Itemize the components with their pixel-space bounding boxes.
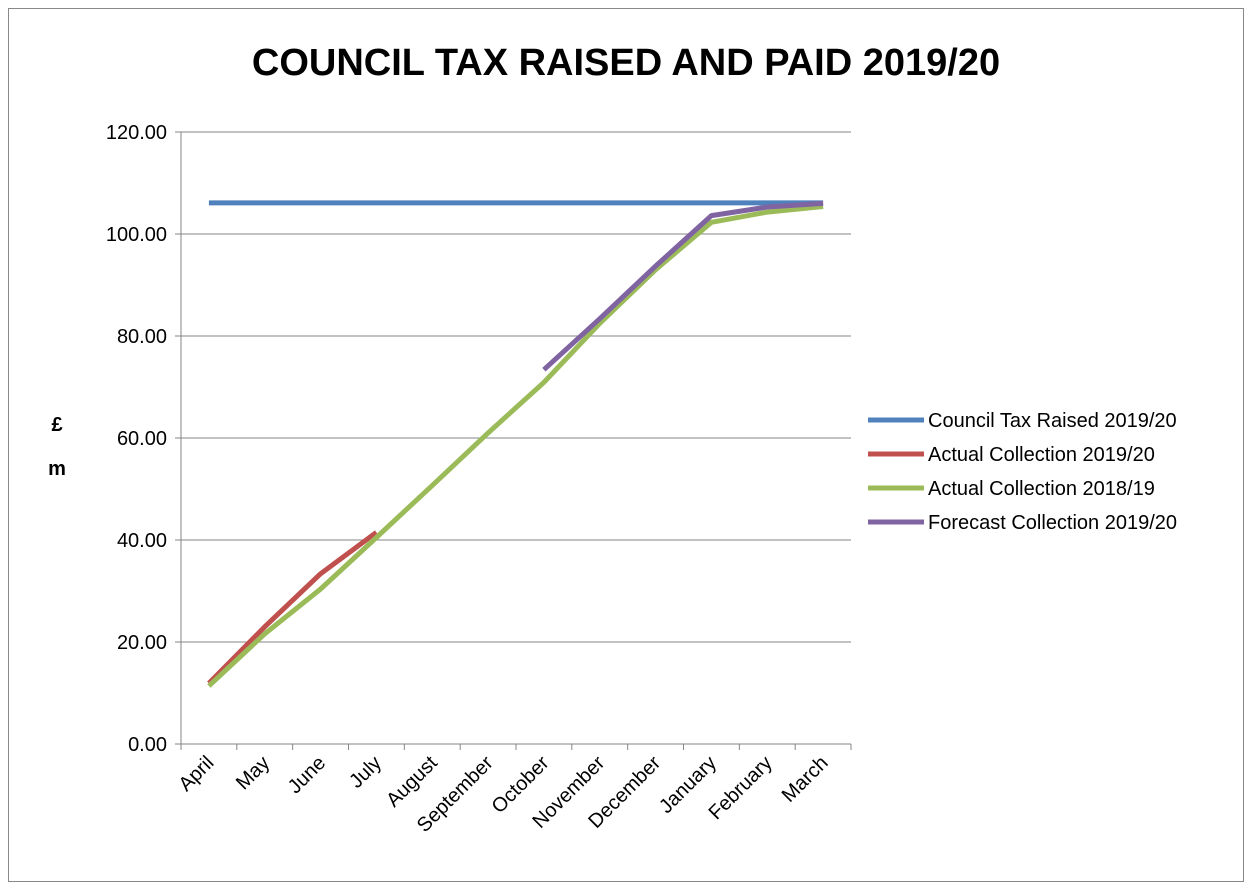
gridlines: [181, 131, 851, 643]
legend: Council Tax Raised 2019/20 Actual Collect…: [868, 410, 1177, 534]
series-line-4: [542, 200, 824, 372]
y-tick-label: 100.00: [106, 224, 167, 246]
chart-frame: [8, 8, 1244, 882]
y-tick-label: 20.00: [117, 632, 167, 654]
series-line-2: [207, 530, 378, 686]
legend-label: Council Tax Raised 2019/20: [928, 410, 1177, 432]
y-tick-label: 80.00: [117, 326, 167, 348]
legend-label: Actual Collection 2018/19: [928, 478, 1155, 500]
legend-label: Forecast Collection 2019/20: [928, 512, 1177, 534]
y-tick-label: 120.00: [106, 122, 167, 144]
y-axis-label-line-1: £: [51, 414, 62, 436]
y-axis-label-line-2: m: [48, 458, 66, 480]
series-line-3: [207, 204, 824, 688]
x-tick-label: July: [345, 752, 386, 793]
series-lines: [207, 200, 824, 688]
y-tick-label: 40.00: [117, 530, 167, 552]
y-tick-label: 60.00: [117, 428, 167, 450]
x-tick-label: April: [175, 752, 219, 796]
chart-title: COUNCIL TAX RAISED AND PAID 2019/20: [252, 42, 1000, 84]
axes: 0.00 20.00 40.00 60.00 80.00 100.00 120.00 Apri…: [106, 122, 852, 837]
y-tick-label: 0.00: [128, 734, 167, 756]
x-tick-label: June: [284, 752, 330, 798]
legend-label: Actual Collection 2019/20: [928, 444, 1155, 466]
x-tick-label: March: [778, 752, 833, 807]
x-tick-label: May: [232, 752, 274, 794]
